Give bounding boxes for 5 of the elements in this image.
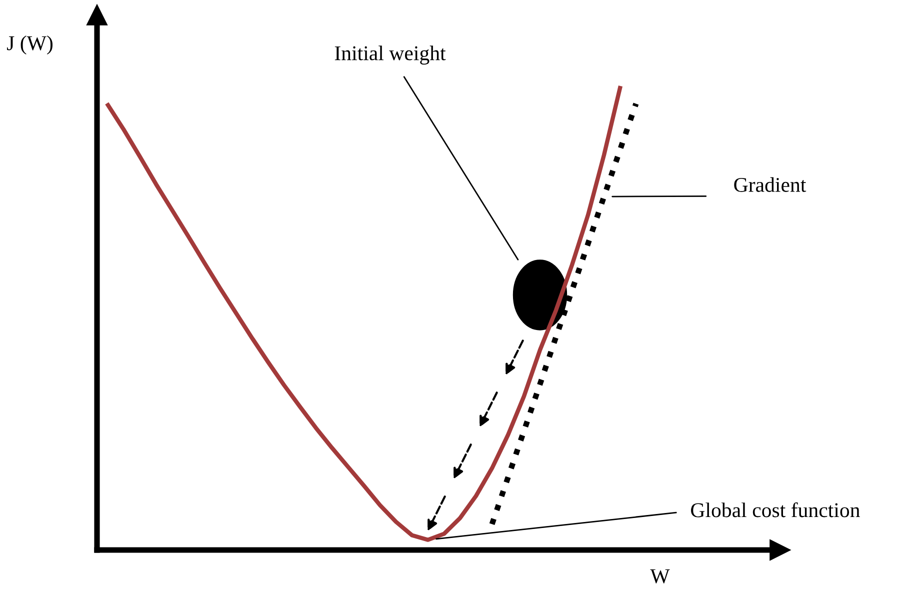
- text: Gradient: [734, 177, 806, 192]
- text: Global cost function: [691, 502, 860, 518]
- y-axis-title: J (W): [7, 36, 53, 54]
- text: Initial weight: [334, 46, 446, 65]
- x-axis-title: W: [650, 569, 670, 584]
